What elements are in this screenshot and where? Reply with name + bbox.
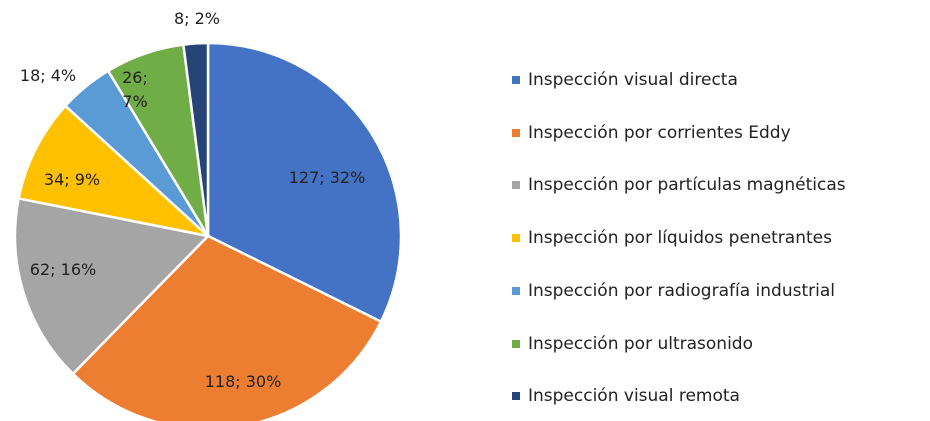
legend-label: Inspección por ultrasonido <box>528 333 753 354</box>
data-label: 34; 9% <box>43 170 101 189</box>
legend-item: Inspección por partículas magnéticas <box>512 175 846 195</box>
legend-label: Inspección visual remota <box>528 386 740 407</box>
legend-item: Inspección por líquidos penetrantes <box>512 228 832 248</box>
legend-swatch <box>512 286 520 295</box>
legend-label: Inspección por partículas magnéticas <box>528 175 846 196</box>
legend-label: Inspección visual directa <box>528 70 738 90</box>
data-label: 62; 16% <box>29 260 97 279</box>
legend-item: Inspección visual directa <box>512 70 738 90</box>
pie-slice <box>17 104 213 239</box>
data-label: 8; 2% <box>173 9 221 28</box>
legend-swatch <box>512 181 520 190</box>
legend-swatch <box>512 76 520 84</box>
legend-item: Inspección por radiografía industrial <box>512 281 835 301</box>
legend-label: Inspección por líquidos penetrantes <box>528 228 832 249</box>
pie-slice <box>13 196 211 376</box>
legend-label: Inspección por radiografía industrial <box>528 280 835 301</box>
legend-swatch <box>512 392 520 401</box>
pie-slice <box>181 41 210 237</box>
legend-item: Inspección por ultrasonido <box>512 334 753 354</box>
legend-swatch <box>512 339 520 348</box>
data-label: 18; 4% <box>19 66 77 85</box>
legend-swatch <box>512 128 520 137</box>
pie-slice <box>206 41 403 324</box>
legend-item: Inspección visual remota <box>512 386 740 406</box>
pie-slice <box>71 234 383 421</box>
legend-swatch <box>512 234 520 243</box>
data-label: 26; 7% <box>122 68 148 111</box>
data-label: 127; 32% <box>288 168 366 187</box>
data-label: 118; 30% <box>204 372 282 391</box>
legend-item: Inspección por corrientes Eddy <box>512 123 791 143</box>
legend-label: Inspección por corrientes Eddy <box>528 122 791 143</box>
